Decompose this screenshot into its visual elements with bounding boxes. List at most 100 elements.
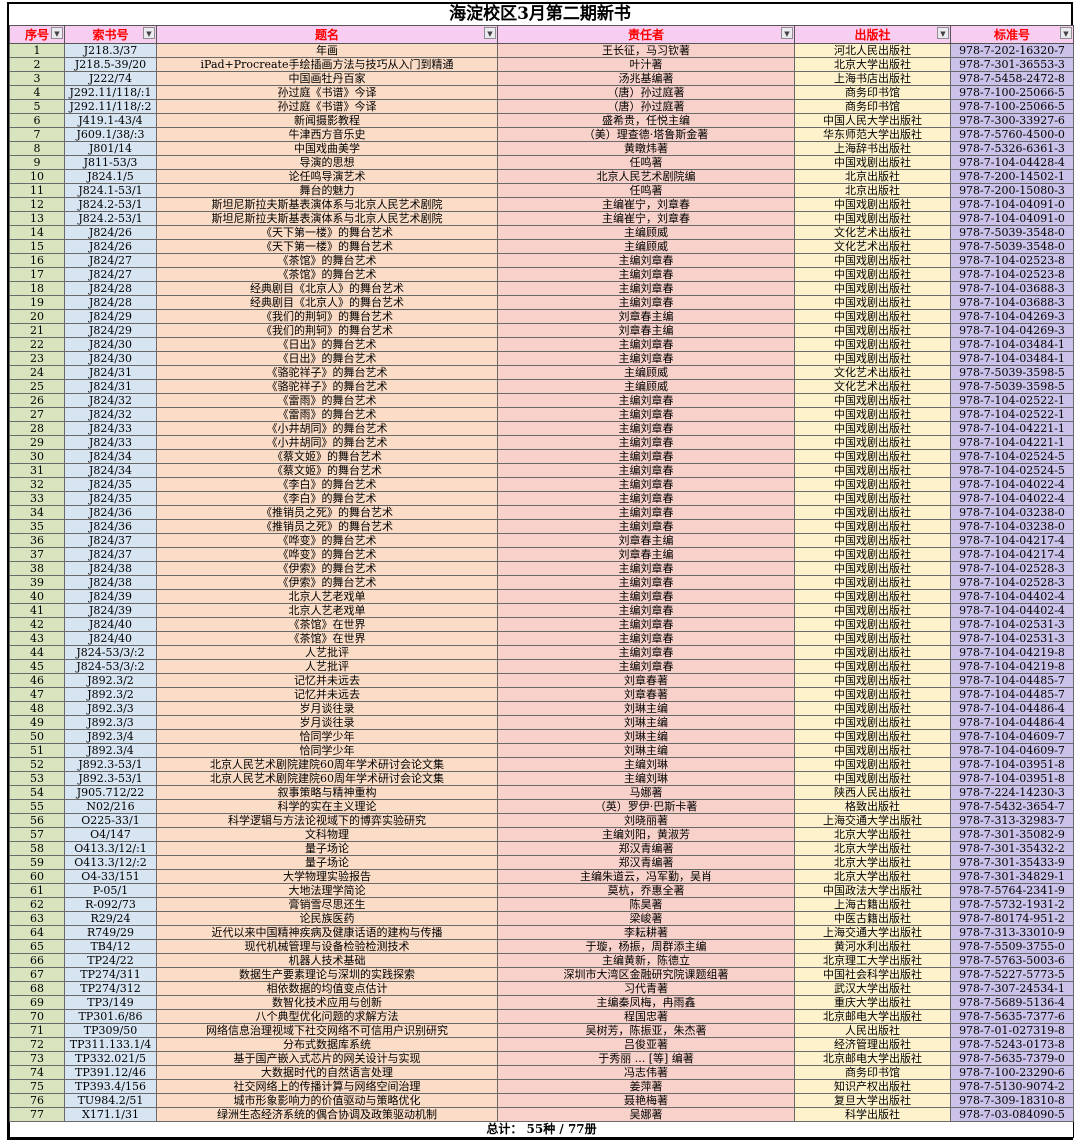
- cell-isbn[interactable]: 978-7-104-04269-3: [950, 309, 1074, 324]
- cell-seq[interactable]: 71: [9, 1023, 65, 1038]
- cell-seq[interactable]: 63: [9, 911, 65, 926]
- cell-isbn[interactable]: 978-7-104-04485-7: [950, 673, 1074, 688]
- cell-author[interactable]: 刘琳主编: [497, 715, 795, 730]
- cell-author[interactable]: 黄暾炜著: [497, 141, 795, 156]
- cell-call-number[interactable]: J824/32: [64, 393, 157, 408]
- cell-publisher[interactable]: 北京大学出版社: [794, 869, 951, 884]
- cell-isbn[interactable]: 978-7-104-04485-7: [950, 687, 1074, 702]
- cell-title[interactable]: 人艺批评: [156, 659, 498, 674]
- cell-call-number[interactable]: TP393.4/156: [64, 1079, 157, 1094]
- cell-seq[interactable]: 43: [9, 631, 65, 646]
- cell-isbn[interactable]: 978-7-224-14230-3: [950, 785, 1074, 800]
- cell-title[interactable]: 《骆驼祥子》的舞台艺术: [156, 365, 498, 380]
- cell-title[interactable]: 牛津西方音乐史: [156, 127, 498, 142]
- cell-title[interactable]: 《蔡文姬》的舞台艺术: [156, 449, 498, 464]
- cell-call-number[interactable]: J609.1/38/:3: [64, 127, 157, 142]
- cell-title[interactable]: 《伊索》的舞台艺术: [156, 561, 498, 576]
- cell-author[interactable]: 主编刘章春: [497, 491, 795, 506]
- cell-seq[interactable]: 5: [9, 99, 65, 114]
- cell-call-number[interactable]: J824.2-53/1: [64, 211, 157, 226]
- cell-isbn[interactable]: 978-7-300-33927-6: [950, 113, 1074, 128]
- cell-seq[interactable]: 44: [9, 645, 65, 660]
- cell-author[interactable]: 郑汉青编著: [497, 855, 795, 870]
- cell-call-number[interactable]: O4/147: [64, 827, 157, 842]
- cell-publisher[interactable]: 中国人民大学出版社: [794, 113, 951, 128]
- cell-seq[interactable]: 42: [9, 617, 65, 632]
- cell-title[interactable]: 基于国产嵌入式芯片的网关设计与实现: [156, 1051, 498, 1066]
- cell-call-number[interactable]: J892.3/3: [64, 715, 157, 730]
- cell-author[interactable]: 主编刘章春: [497, 281, 795, 296]
- cell-author[interactable]: 吴树芳，陈振亚，朱杰著: [497, 1023, 795, 1038]
- cell-author[interactable]: 主编刘章春: [497, 631, 795, 646]
- cell-call-number[interactable]: J824/40: [64, 631, 157, 646]
- cell-call-number[interactable]: TP3/149: [64, 995, 157, 1010]
- cell-publisher[interactable]: 北京出版社: [794, 169, 951, 184]
- cell-publisher[interactable]: 北京理工大学出版社: [794, 953, 951, 968]
- cell-title[interactable]: 近代以来中国精神疾病及健康话语的建构与传播: [156, 925, 498, 940]
- cell-author[interactable]: 吴娜著: [497, 1107, 795, 1122]
- cell-isbn[interactable]: 978-7-104-02523-8: [950, 267, 1074, 282]
- cell-call-number[interactable]: J824/40: [64, 617, 157, 632]
- cell-title[interactable]: 《推销员之死》的舞台艺术: [156, 505, 498, 520]
- cell-isbn[interactable]: 978-7-104-02522-1: [950, 407, 1074, 422]
- cell-publisher[interactable]: 中国社会科学出版社: [794, 967, 951, 982]
- cell-author[interactable]: （唐）孙过庭著: [497, 99, 795, 114]
- cell-title[interactable]: 《茶馆》在世界: [156, 631, 498, 646]
- cell-call-number[interactable]: J824/26: [64, 239, 157, 254]
- cell-publisher[interactable]: 格致出版社: [794, 799, 951, 814]
- cell-author[interactable]: 主编刘章春: [497, 617, 795, 632]
- cell-isbn[interactable]: 978-7-104-04217-4: [950, 547, 1074, 562]
- cell-call-number[interactable]: J824/34: [64, 449, 157, 464]
- cell-title[interactable]: 斯坦尼斯拉夫斯基表演体系与北京人民艺术剧院: [156, 197, 498, 212]
- cell-publisher[interactable]: 陕西人民出版社: [794, 785, 951, 800]
- filter-dropdown-icon[interactable]: ▼: [143, 27, 155, 39]
- cell-title[interactable]: 岁月谈往录: [156, 715, 498, 730]
- cell-isbn[interactable]: 978-7-104-04428-4: [950, 155, 1074, 170]
- cell-title[interactable]: 八个典型优化问题的求解方法: [156, 1009, 498, 1024]
- cell-title[interactable]: 记忆并未远去: [156, 687, 498, 702]
- cell-isbn[interactable]: 978-7-104-02528-3: [950, 561, 1074, 576]
- cell-title[interactable]: 经典剧目《北京人》的舞台艺术: [156, 295, 498, 310]
- cell-seq[interactable]: 16: [9, 253, 65, 268]
- cell-seq[interactable]: 22: [9, 337, 65, 352]
- cell-author[interactable]: 李耘耕著: [497, 925, 795, 940]
- cell-isbn[interactable]: 978-7-309-18310-8: [950, 1093, 1074, 1108]
- cell-isbn[interactable]: 978-7-104-02522-1: [950, 393, 1074, 408]
- cell-call-number[interactable]: J292.11/118/:2: [64, 99, 157, 114]
- cell-seq[interactable]: 28: [9, 421, 65, 436]
- cell-author[interactable]: 主编刘琳: [497, 757, 795, 772]
- cell-author[interactable]: 主编刘章春: [497, 407, 795, 422]
- cell-title[interactable]: 北京人民艺术剧院建院60周年学术研讨会论文集: [156, 757, 498, 772]
- cell-seq[interactable]: 24: [9, 365, 65, 380]
- cell-seq[interactable]: 3: [9, 71, 65, 86]
- cell-call-number[interactable]: J824.1-53/1: [64, 183, 157, 198]
- cell-isbn[interactable]: 978-7-301-35432-2: [950, 841, 1074, 856]
- cell-author[interactable]: 程国忠著: [497, 1009, 795, 1024]
- cell-call-number[interactable]: J824.1/5: [64, 169, 157, 184]
- cell-title[interactable]: 《我们的荆轲》的舞台艺术: [156, 323, 498, 338]
- cell-seq[interactable]: 11: [9, 183, 65, 198]
- cell-publisher[interactable]: 中国戏剧出版社: [794, 589, 951, 604]
- cell-publisher[interactable]: 中国戏剧出版社: [794, 337, 951, 352]
- cell-publisher[interactable]: 中国戏剧出版社: [794, 533, 951, 548]
- cell-seq[interactable]: 36: [9, 533, 65, 548]
- cell-title[interactable]: 舞台的魅力: [156, 183, 498, 198]
- cell-call-number[interactable]: J892.3/2: [64, 673, 157, 688]
- cell-isbn[interactable]: 978-7-104-04022-4: [950, 477, 1074, 492]
- cell-publisher[interactable]: 中国戏剧出版社: [794, 323, 951, 338]
- cell-seq[interactable]: 56: [9, 813, 65, 828]
- cell-call-number[interactable]: J824/31: [64, 379, 157, 394]
- cell-seq[interactable]: 23: [9, 351, 65, 366]
- cell-publisher[interactable]: 中国戏剧出版社: [794, 491, 951, 506]
- cell-author[interactable]: 习代青著: [497, 981, 795, 996]
- cell-seq[interactable]: 48: [9, 701, 65, 716]
- cell-seq[interactable]: 26: [9, 393, 65, 408]
- cell-seq[interactable]: 8: [9, 141, 65, 156]
- cell-seq[interactable]: 64: [9, 925, 65, 940]
- cell-publisher[interactable]: 中国戏剧出版社: [794, 155, 951, 170]
- cell-call-number[interactable]: J824/37: [64, 547, 157, 562]
- cell-author[interactable]: 冯志伟著: [497, 1065, 795, 1080]
- cell-isbn[interactable]: 978-7-104-02528-3: [950, 575, 1074, 590]
- cell-seq[interactable]: 4: [9, 85, 65, 100]
- cell-seq[interactable]: 77: [9, 1107, 65, 1122]
